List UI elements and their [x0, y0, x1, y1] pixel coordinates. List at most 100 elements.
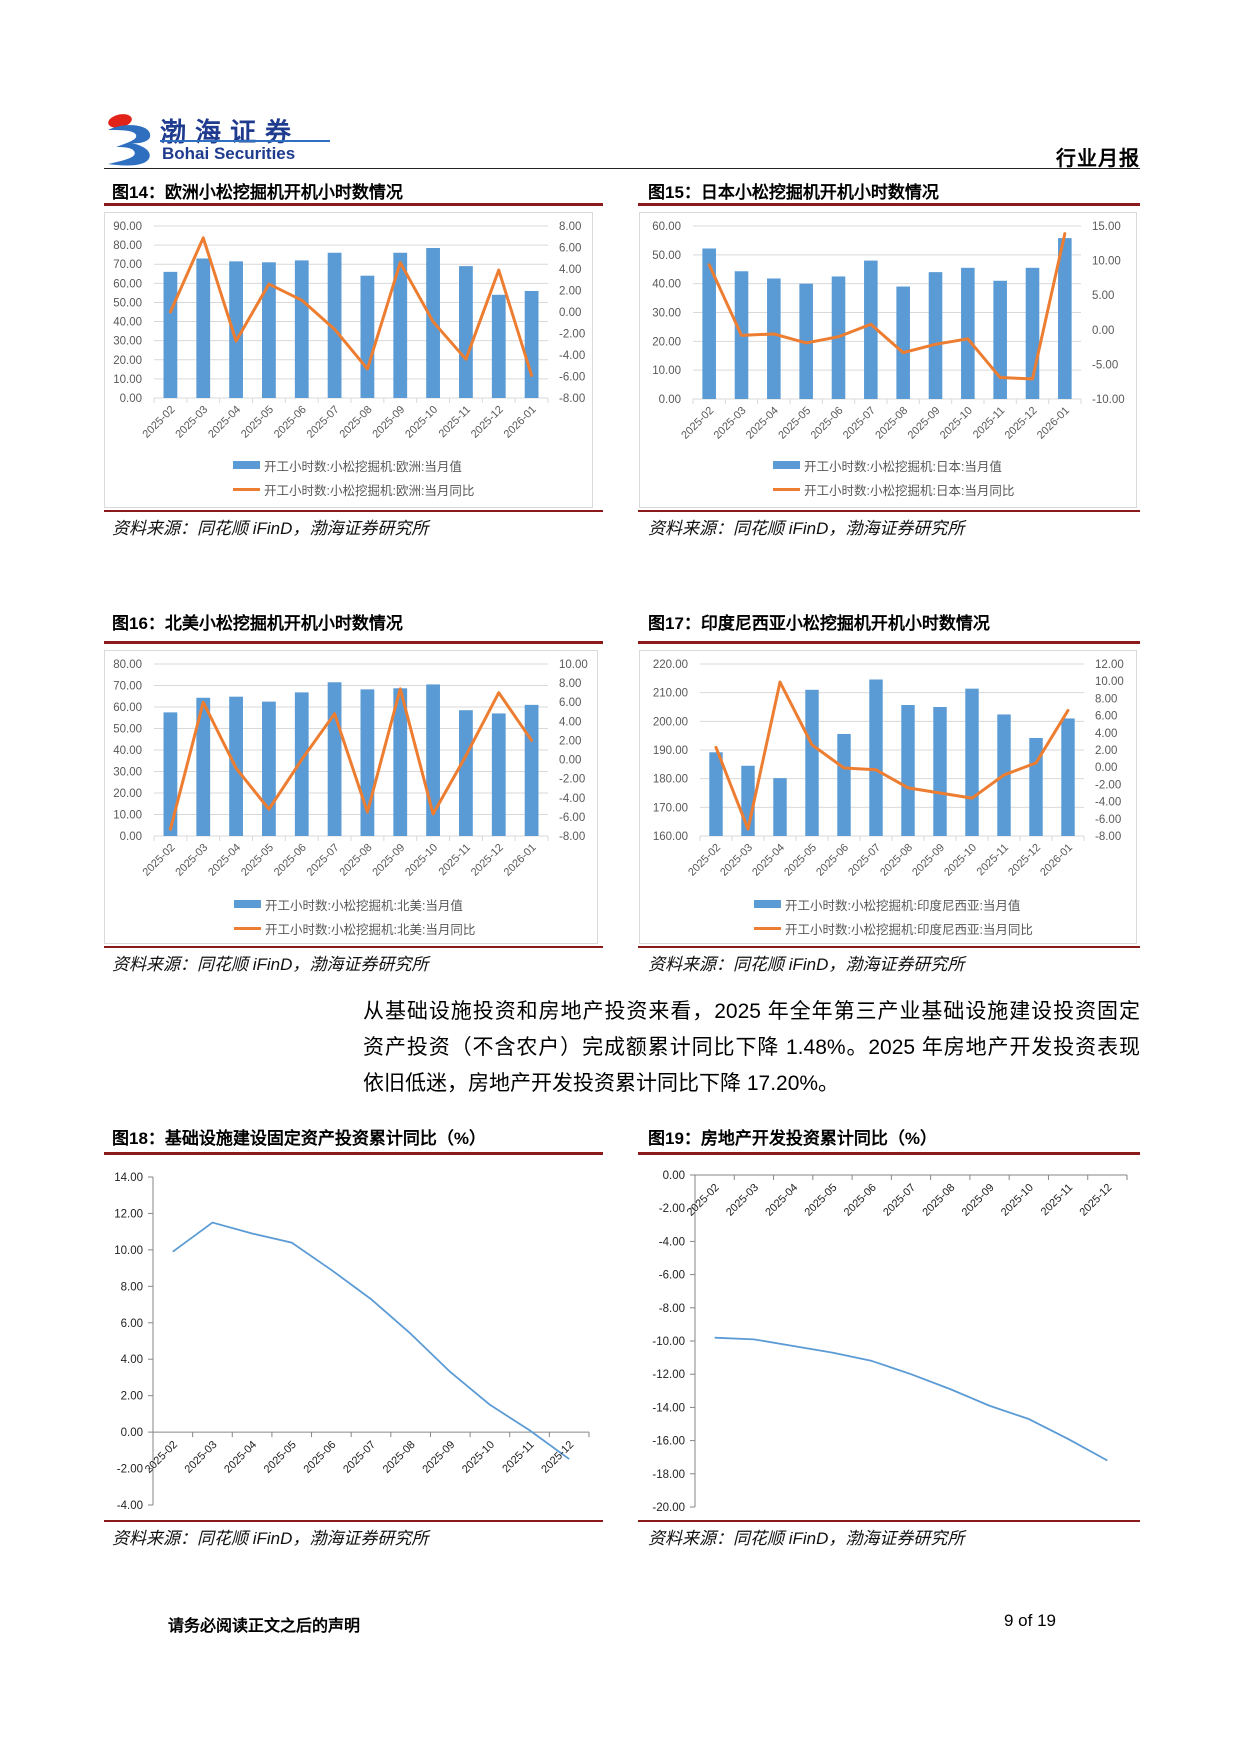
line-swatch-icon [754, 926, 781, 930]
svg-text:2025-06: 2025-06 [272, 842, 309, 879]
svg-text:0.00: 0.00 [1095, 762, 1117, 774]
svg-text:15.00: 15.00 [1092, 221, 1121, 233]
svg-text:-4.00: -4.00 [1095, 797, 1121, 809]
legend-label: 开工小时数:小松挖掘机:印度尼西亚:当月值 [785, 898, 1021, 913]
legend-label: 开工小时数:小松挖掘机:印度尼西亚:当月同比 [785, 922, 1033, 937]
figure-19-top-rule [638, 1152, 1140, 1155]
svg-text:20.00: 20.00 [113, 788, 142, 800]
legend-item-bar: 开工小时数:小松挖掘机:印度尼西亚:当月值 [754, 892, 1033, 916]
svg-text:2025-05: 2025-05 [262, 1439, 299, 1476]
svg-text:0.00: 0.00 [559, 755, 581, 767]
svg-text:12.00: 12.00 [1095, 659, 1124, 671]
svg-text:8.00: 8.00 [559, 678, 581, 690]
svg-text:10.00: 10.00 [1095, 676, 1124, 688]
figure-19-title: 图19：房地产开发投资累计同比（%） [648, 1129, 938, 1148]
svg-text:200.00: 200.00 [653, 716, 688, 728]
svg-text:-6.00: -6.00 [559, 812, 585, 824]
svg-text:2025-11: 2025-11 [1039, 1182, 1075, 1218]
svg-text:2025-12: 2025-12 [539, 1439, 576, 1476]
svg-text:80.00: 80.00 [113, 240, 142, 252]
svg-text:2025-05: 2025-05 [782, 842, 819, 879]
logo-mark-icon [108, 114, 151, 166]
svg-text:190.00: 190.00 [653, 745, 688, 757]
figure-16-legend: 开工小时数:小松挖掘机:北美:当月值 开工小时数:小松挖掘机:北美:当月同比 [234, 892, 475, 940]
svg-text:2025-10: 2025-10 [942, 842, 979, 879]
svg-text:2025-04: 2025-04 [750, 842, 787, 879]
svg-text:20.00: 20.00 [113, 355, 142, 367]
svg-text:2025-08: 2025-08 [338, 842, 375, 879]
svg-text:-10.00: -10.00 [1092, 394, 1125, 406]
figure-15-source: 资料来源：同花顺 iFinD，渤海证券研究所 [648, 519, 965, 538]
logo-underline [160, 140, 330, 142]
svg-text:2025-08: 2025-08 [873, 405, 910, 442]
figure-19-source: 资料来源：同花顺 iFinD，渤海证券研究所 [648, 1529, 965, 1548]
svg-text:2025-09: 2025-09 [370, 842, 407, 879]
svg-text:60.00: 60.00 [113, 702, 142, 714]
svg-text:-6.00: -6.00 [559, 372, 585, 384]
svg-text:2025-08: 2025-08 [878, 842, 915, 879]
svg-text:2025-12: 2025-12 [1003, 405, 1040, 442]
svg-text:2025-06: 2025-06 [272, 404, 309, 441]
figure-16-source: 资料来源：同花顺 iFinD，渤海证券研究所 [112, 955, 429, 974]
svg-text:30.00: 30.00 [113, 336, 142, 348]
svg-text:2025-08: 2025-08 [381, 1439, 418, 1476]
svg-text:2025-12: 2025-12 [1006, 842, 1043, 879]
svg-text:0.00: 0.00 [1092, 325, 1114, 337]
header-rule [104, 168, 1140, 169]
svg-text:2026-01: 2026-01 [1035, 405, 1072, 442]
svg-text:2025-04: 2025-04 [206, 842, 243, 879]
svg-text:160.00: 160.00 [653, 831, 688, 843]
svg-text:30.00: 30.00 [113, 767, 142, 779]
svg-text:-4.00: -4.00 [117, 1500, 143, 1512]
line-swatch-icon [233, 487, 260, 491]
legend-label: 开工小时数:小松挖掘机:欧洲:当月同比 [264, 483, 475, 498]
bar-swatch-icon [754, 900, 781, 908]
svg-text:180.00: 180.00 [653, 774, 688, 786]
legend-item-bar: 开工小时数:小松挖掘机:日本:当月值 [773, 453, 1014, 477]
svg-text:2025-05: 2025-05 [239, 842, 276, 879]
line-swatch-icon [234, 926, 261, 930]
svg-text:8.00: 8.00 [559, 221, 581, 233]
svg-text:-2.00: -2.00 [659, 1203, 685, 1215]
legend-item-line: 开工小时数:小松挖掘机:北美:当月同比 [234, 916, 475, 940]
figure-18-title: 图18：基础设施建设固定资产投资累计同比（%） [112, 1129, 487, 1148]
figure-15-chart: 0.00 10.00 20.00 30.00 40.00 50.00 60.00 -10.00… [639, 212, 1137, 508]
legend-label: 开工小时数:小松挖掘机:日本:当月值 [804, 459, 1002, 474]
figure-18-chart-plot: -4.00 -2.00 0.00 2.00 4.00 6.00 8.00 10.00 12.00… [114, 1172, 590, 1512]
svg-text:4.00: 4.00 [1095, 728, 1117, 740]
svg-text:2025-06: 2025-06 [301, 1439, 338, 1476]
svg-text:2025-02: 2025-02 [686, 842, 723, 879]
bar-swatch-icon [233, 461, 260, 469]
svg-text:60.00: 60.00 [652, 221, 681, 233]
svg-text:-8.00: -8.00 [559, 831, 585, 843]
svg-text:4.00: 4.00 [559, 264, 581, 276]
svg-text:12.00: 12.00 [114, 1208, 143, 1220]
svg-text:10.00: 10.00 [113, 810, 142, 822]
figure-17-chart-plot: 160.00 170.00 180.00 190.00 200.00 210.00 220.… [653, 659, 1124, 879]
paragraph-line: 资产投资（不含农户）完成额累计同比下降 1.48%。2025 年房地产开发投资表… [363, 1036, 1140, 1059]
svg-text:2025-12: 2025-12 [469, 842, 506, 879]
svg-text:-8.00: -8.00 [559, 393, 585, 405]
bar-swatch-icon [773, 461, 800, 469]
svg-text:2025-09: 2025-09 [370, 404, 407, 441]
svg-text:0.00: 0.00 [663, 1170, 685, 1182]
figure-16-top-rule [104, 641, 603, 644]
svg-text:2025-03: 2025-03 [183, 1439, 220, 1476]
svg-text:6.00: 6.00 [559, 243, 581, 255]
svg-text:-12.00: -12.00 [652, 1369, 685, 1381]
svg-text:-14.00: -14.00 [652, 1402, 685, 1414]
svg-text:2025-04: 2025-04 [744, 405, 781, 442]
svg-text:4.00: 4.00 [559, 716, 581, 728]
legend-label: 开工小时数:小松挖掘机:日本:当月同比 [804, 483, 1015, 498]
legend-item-line: 开工小时数:小松挖掘机:日本:当月同比 [773, 477, 1014, 501]
bar-swatch-icon [234, 900, 261, 908]
figure-14-legend: 开工小时数:小松挖掘机:欧洲:当月值 开工小时数:小松挖掘机:欧洲:当月同比 [233, 453, 474, 501]
legend-label: 开工小时数:小松挖掘机:北美:当月同比 [265, 922, 476, 937]
svg-text:2025-07: 2025-07 [881, 1182, 918, 1219]
svg-text:2025-11: 2025-11 [437, 404, 473, 440]
svg-text:2025-02: 2025-02 [679, 405, 716, 442]
svg-text:2025-03: 2025-03 [724, 1182, 761, 1219]
legend-item-line: 开工小时数:小松挖掘机:欧洲:当月同比 [233, 477, 474, 501]
svg-text:2025-06: 2025-06 [814, 842, 851, 879]
company-logo: 渤海证券 Bohai Securities [104, 110, 334, 166]
